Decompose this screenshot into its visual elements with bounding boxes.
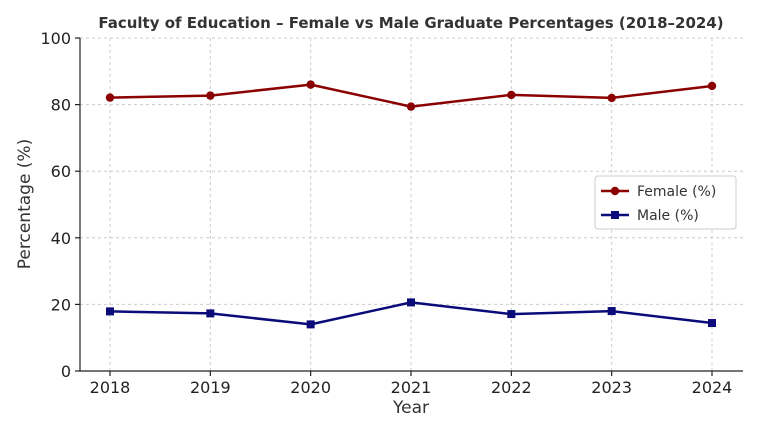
y-tick-label: 20 xyxy=(51,295,71,314)
y-axis-label: Percentage (%) xyxy=(15,139,35,269)
x-tick-label: 2020 xyxy=(290,378,331,397)
series-lines xyxy=(105,80,717,329)
female-data-point xyxy=(306,80,315,89)
male-data-point xyxy=(206,309,215,318)
x-tick-label: 2018 xyxy=(90,378,131,397)
x-tick-label: 2022 xyxy=(491,378,532,397)
legend-box xyxy=(594,175,737,230)
x-axis-label: Year xyxy=(392,398,429,418)
legend-male-label: Male (%) xyxy=(637,208,699,224)
female-data-point xyxy=(206,91,215,100)
male-data-point xyxy=(607,307,616,316)
female-data-point xyxy=(105,93,115,102)
male-data-point xyxy=(106,307,114,316)
male-data-point xyxy=(708,319,716,328)
tick-labels: 0 20 40 60 80 100 2018 2019 2020 2021 2022 2023 2024 xyxy=(40,29,732,397)
legend-female-marker xyxy=(610,186,620,196)
legend-male-marker xyxy=(611,211,619,219)
female-data-point xyxy=(607,93,616,103)
legend-female-label: Female (%) xyxy=(637,184,716,200)
y-tick-label: 80 xyxy=(51,96,71,115)
female-data-point xyxy=(406,102,416,111)
female-data-point xyxy=(507,90,516,100)
y-tick-label: 60 xyxy=(51,162,71,181)
chart-title: Faculty of Education – Female vs Male Gr… xyxy=(98,14,723,32)
x-tick-label: 2019 xyxy=(190,378,231,397)
female-data-point xyxy=(707,81,717,91)
x-tick-label: 2023 xyxy=(591,378,632,397)
y-tick-label: 0 xyxy=(61,362,71,381)
y-tick-label: 100 xyxy=(40,29,71,48)
male-data-point xyxy=(306,320,315,329)
x-tick-label: 2021 xyxy=(391,378,432,397)
x-tick-label: 2024 xyxy=(692,378,733,397)
male-data-point xyxy=(507,310,516,319)
y-tick-label: 40 xyxy=(51,229,71,248)
legend: Female (%) Male (%) xyxy=(594,175,737,230)
male-data-point xyxy=(407,298,415,307)
